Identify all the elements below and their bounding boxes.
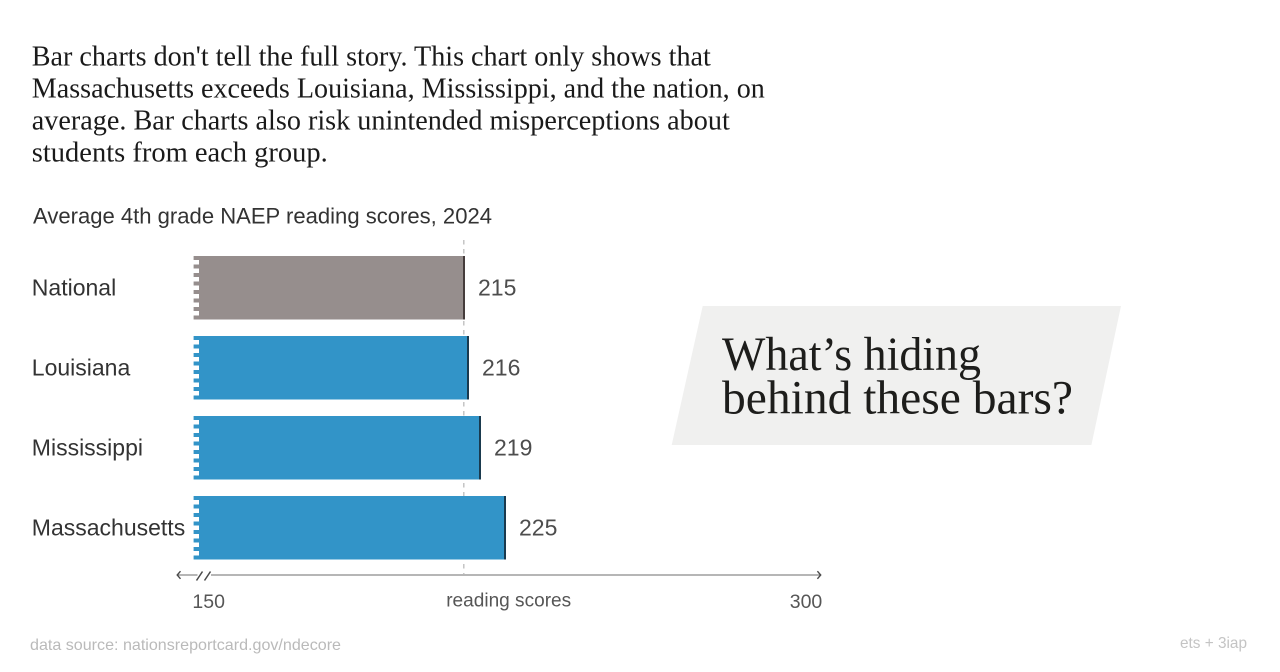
svg-text:Louisiana: Louisiana	[32, 355, 131, 381]
svg-text:Mississippi: Mississippi	[32, 435, 143, 461]
svg-text:Bar charts don't tell the full: Bar charts don't tell the full story. Th…	[32, 41, 711, 73]
svg-text:300: 300	[790, 591, 823, 613]
svg-text:students from each group.: students from each group.	[32, 137, 328, 169]
svg-text:150: 150	[192, 591, 225, 613]
svg-text:What’s hiding: What’s hiding	[722, 328, 981, 381]
svg-text:215: 215	[478, 275, 516, 301]
svg-text:National: National	[32, 275, 116, 301]
svg-text:behind these bars?: behind these bars?	[722, 372, 1073, 425]
svg-text:219: 219	[494, 435, 532, 461]
svg-text:Average 4th grade NAEP reading: Average 4th grade NAEP reading scores, 2…	[33, 204, 492, 229]
svg-text:216: 216	[482, 355, 520, 381]
svg-text:Massachusetts: Massachusetts	[32, 515, 185, 541]
svg-text:225: 225	[519, 515, 557, 541]
svg-text:ets + 3iap: ets + 3iap	[1180, 635, 1247, 652]
svg-text:reading scores: reading scores	[446, 590, 571, 612]
svg-text:data source: nationsreportcard: data source: nationsreportcard.gov/ndeco…	[30, 637, 341, 654]
svg-text:average. Bar charts also risk: average. Bar charts also risk unintended…	[32, 105, 730, 137]
svg-text:Massachusetts exceeds Louisian: Massachusetts exceeds Louisiana, Mississ…	[32, 73, 765, 105]
